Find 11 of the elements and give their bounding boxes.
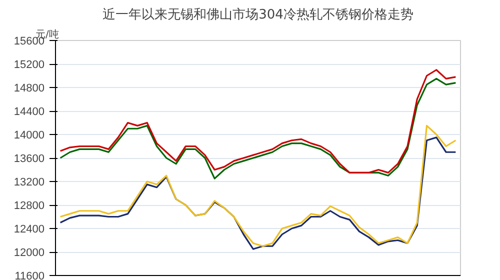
y-tick-label: 11600: [14, 270, 45, 280]
chart-title: 近一年以来无锡和佛山市场304冷热轧不锈钢价格走势: [102, 8, 414, 22]
y-tick-label: 14400: [14, 106, 45, 118]
y-tick-label: 12400: [14, 224, 45, 236]
y-tick-label: 14000: [14, 130, 45, 142]
y-tick-label: 15200: [14, 59, 45, 71]
y-tick-label: 14800: [14, 82, 45, 94]
y-tick-label: 13200: [14, 176, 45, 188]
y-tick-label: 13600: [14, 153, 45, 165]
y-tick-label: 12000: [14, 247, 45, 259]
y-tick-label: 12800: [14, 200, 45, 212]
